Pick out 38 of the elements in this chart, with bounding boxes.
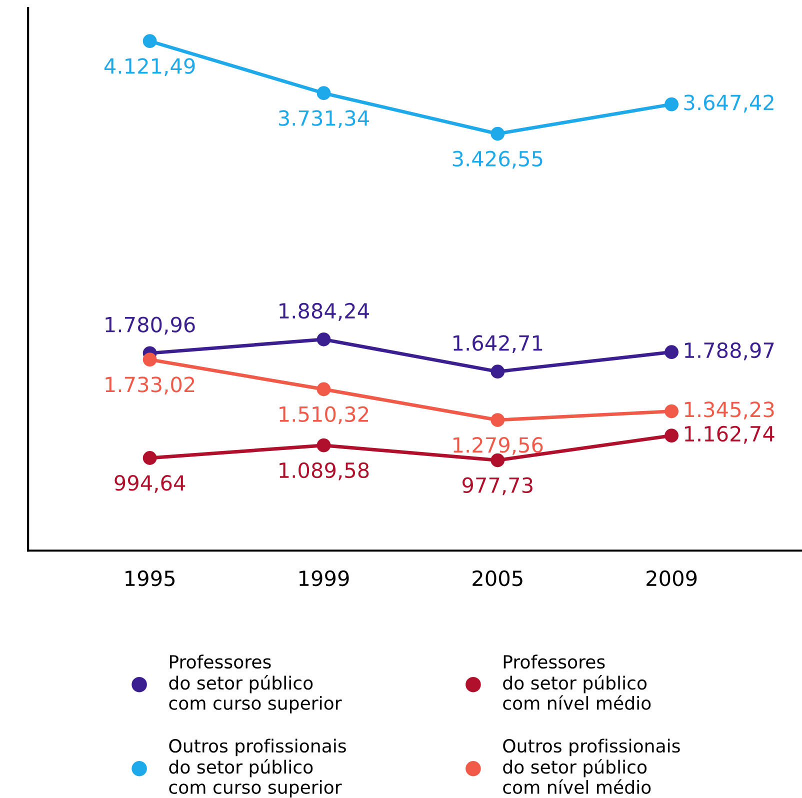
data-label: 4.121,49 [104, 58, 195, 76]
point [142, 352, 157, 367]
point [142, 34, 157, 48]
x-tick-label: 1995 [126, 570, 174, 586]
point [664, 404, 679, 418]
point [664, 428, 679, 443]
data-label: 1.788,97 [684, 342, 774, 360]
point [664, 97, 679, 112]
data-label: 1.642,71 [454, 335, 542, 354]
data-label: 1.162,74 [684, 426, 774, 444]
data-label: 1.884,24 [280, 302, 369, 321]
data-label: 1.733,02 [106, 376, 194, 394]
point [142, 451, 157, 465]
data-label: 3.647,42 [684, 94, 774, 112]
legend-label: Professores do setor público com curso superior [169, 654, 342, 714]
data-label: 3.426,55 [452, 150, 542, 169]
data-label: 1.510,32 [280, 406, 368, 424]
x-tick-label: 1999 [300, 570, 349, 586]
point [316, 382, 331, 396]
data-label: 1.780,96 [106, 316, 195, 335]
legend-label: Outros profissionais do setor público com nível médio [503, 738, 680, 794]
data-label: 1.345,23 [684, 402, 774, 420]
point [316, 86, 331, 100]
point [316, 332, 331, 346]
point [316, 438, 331, 452]
point [490, 413, 505, 427]
x-tick-label: 2005 [472, 570, 522, 586]
data-label: 994,64 [114, 475, 186, 493]
data-label: 977,73 [462, 477, 532, 496]
data-label: 1.089,58 [280, 462, 369, 480]
data-label: 3.731,34 [278, 110, 369, 128]
x-tick-label: 2009 [646, 570, 697, 586]
point [664, 345, 679, 360]
data-label: 1.279,56 [454, 437, 543, 455]
legend-label: Outros profissionais do setor público com curso superior [169, 738, 346, 798]
point [490, 126, 505, 141]
legend-label: Professores do setor público com nível médio [503, 654, 651, 710]
point [490, 364, 505, 379]
